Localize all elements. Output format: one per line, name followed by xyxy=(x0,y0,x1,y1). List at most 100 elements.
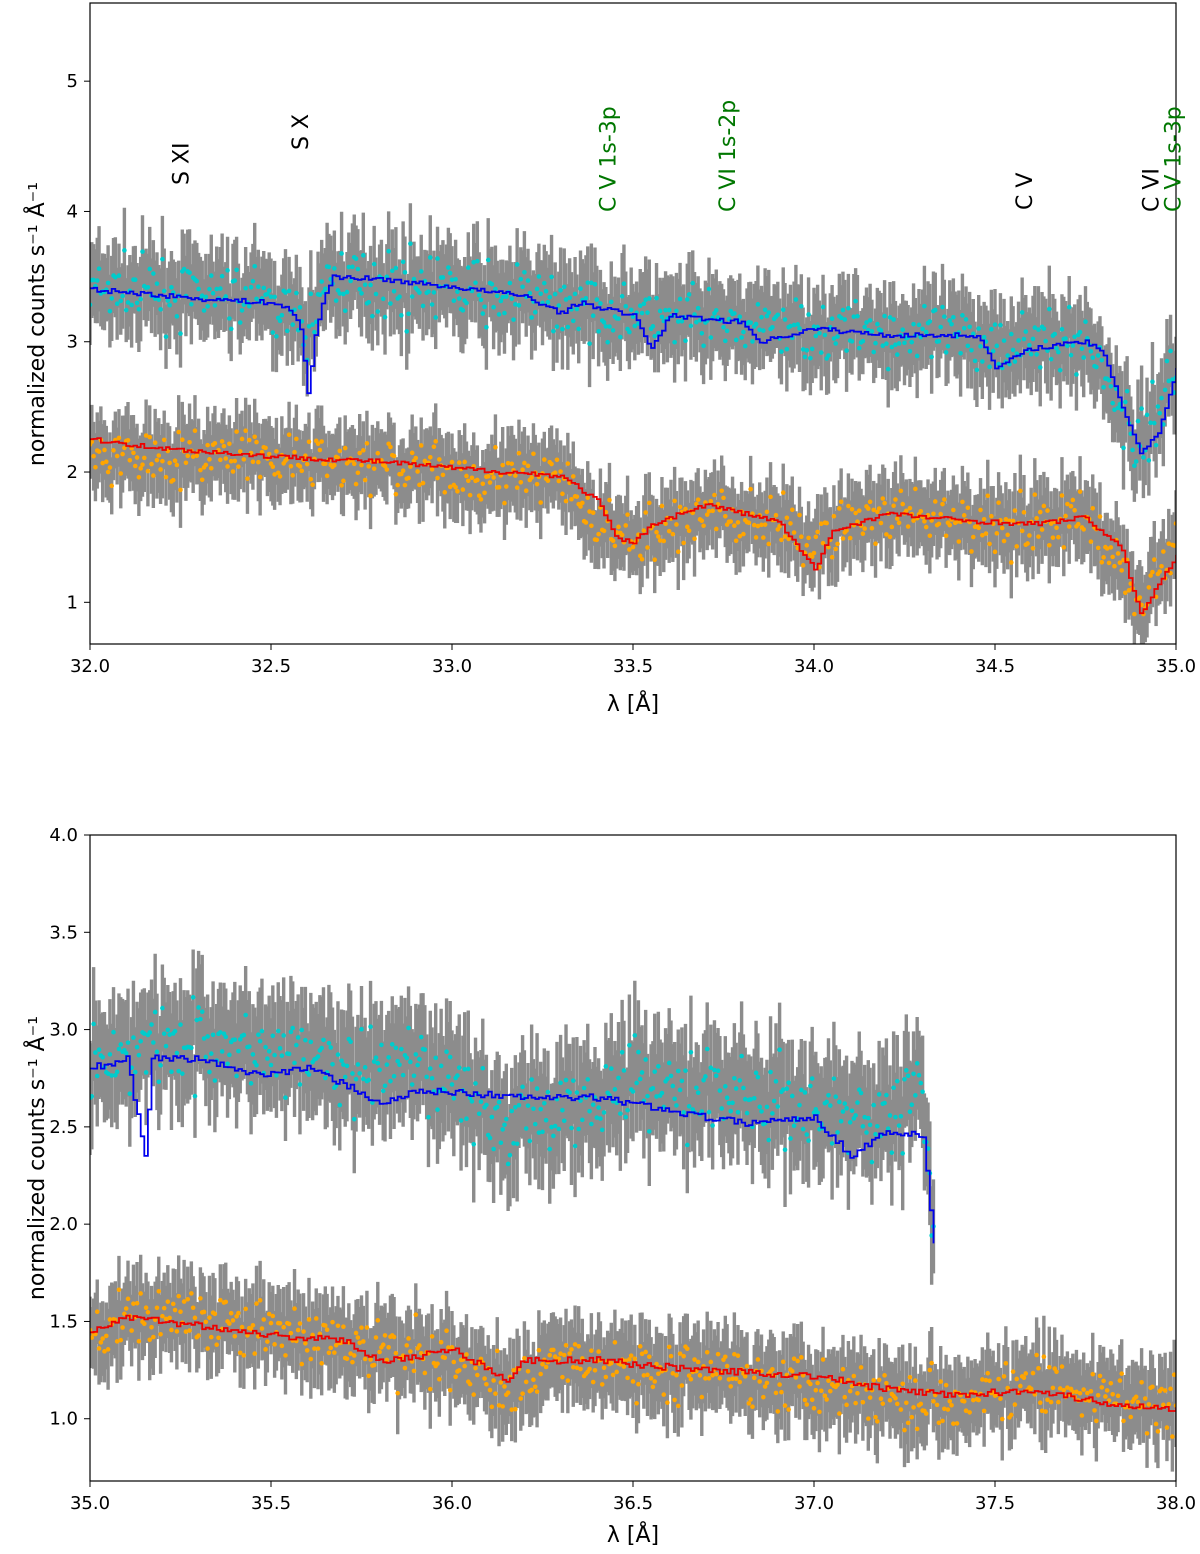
data-point xyxy=(415,469,420,474)
data-point xyxy=(552,291,558,297)
data-point xyxy=(719,1106,724,1111)
data-point xyxy=(500,1404,505,1409)
data-point xyxy=(1166,541,1172,546)
data-point xyxy=(670,1083,676,1089)
data-point xyxy=(337,448,343,454)
data-point xyxy=(592,281,598,287)
data-point xyxy=(730,1376,735,1382)
data-point xyxy=(1171,543,1176,548)
data-point xyxy=(122,248,127,253)
data-point xyxy=(1045,1397,1050,1403)
data-point xyxy=(927,533,933,539)
data-point xyxy=(290,322,296,327)
data-point xyxy=(820,304,826,310)
data-point xyxy=(212,1078,218,1083)
data-point xyxy=(118,298,124,304)
data-point xyxy=(266,1049,272,1054)
data-point xyxy=(252,1351,258,1356)
data-point xyxy=(793,297,799,302)
data-point xyxy=(227,316,232,321)
data-point xyxy=(1010,518,1016,524)
data-point xyxy=(791,1356,797,1362)
data-point xyxy=(683,506,688,512)
data-point xyxy=(589,1121,594,1127)
data-point xyxy=(804,543,810,548)
data-point xyxy=(449,1345,455,1350)
data-point xyxy=(505,460,511,466)
data-point xyxy=(632,1356,638,1362)
data-point xyxy=(429,302,435,307)
data-point xyxy=(324,1327,330,1333)
y-tick-label: 3 xyxy=(67,332,78,353)
data-point xyxy=(125,300,131,305)
data-point xyxy=(1151,557,1157,562)
data-point xyxy=(283,1095,288,1100)
data-point xyxy=(190,1305,196,1311)
data-point xyxy=(532,1121,538,1127)
data-point xyxy=(178,331,183,336)
data-point xyxy=(889,524,895,530)
data-point xyxy=(471,1142,477,1147)
data-point xyxy=(427,1386,433,1392)
data-point xyxy=(362,1356,368,1362)
data-point xyxy=(447,484,453,490)
plot-clip-group xyxy=(90,949,1176,1472)
data-point xyxy=(109,1073,115,1078)
data-point xyxy=(507,280,513,286)
data-point xyxy=(518,479,524,485)
data-point xyxy=(391,1334,397,1340)
data-point xyxy=(1130,447,1135,453)
data-point xyxy=(1012,359,1018,364)
data-point xyxy=(205,1034,210,1039)
data-point xyxy=(759,522,764,528)
data-point xyxy=(453,277,458,282)
data-point xyxy=(484,324,489,330)
data-point xyxy=(328,1345,334,1351)
data-point xyxy=(361,1076,366,1082)
data-point xyxy=(395,1058,401,1064)
data-point xyxy=(869,329,875,334)
data-point xyxy=(598,301,603,306)
data-point xyxy=(180,437,185,443)
data-point xyxy=(1025,541,1030,546)
data-point xyxy=(513,473,518,478)
data-point xyxy=(855,1390,860,1396)
data-point xyxy=(453,484,458,490)
data-point xyxy=(114,301,120,307)
data-point xyxy=(493,286,498,292)
data-point xyxy=(297,1082,303,1087)
data-point xyxy=(572,1143,578,1149)
data-point xyxy=(523,1379,529,1385)
data-point xyxy=(876,1377,882,1383)
data-point xyxy=(1014,1376,1020,1382)
data-point xyxy=(138,466,143,471)
data-point xyxy=(1081,355,1086,360)
data-point xyxy=(668,1353,674,1359)
data-point xyxy=(473,1081,478,1086)
data-point xyxy=(1048,521,1054,526)
data-point xyxy=(489,1114,495,1120)
data-point xyxy=(1128,1414,1134,1420)
data-point xyxy=(1052,331,1058,337)
data-point xyxy=(1095,1392,1101,1398)
data-point xyxy=(824,1099,829,1105)
data-point xyxy=(478,1099,484,1105)
data-point xyxy=(467,1381,473,1387)
data-point xyxy=(326,1040,332,1046)
data-point xyxy=(174,314,180,319)
data-point xyxy=(733,1376,739,1382)
data-point xyxy=(142,1321,147,1327)
data-point xyxy=(228,326,234,332)
data-point xyxy=(482,490,487,496)
data-point xyxy=(449,459,455,465)
data-point xyxy=(116,435,122,441)
data-point xyxy=(799,303,804,309)
data-point xyxy=(762,307,768,313)
data-point xyxy=(567,1090,572,1095)
data-point xyxy=(735,520,741,525)
data-point xyxy=(154,1049,160,1055)
data-point xyxy=(361,253,366,258)
data-point xyxy=(284,328,290,334)
data-point xyxy=(536,1347,542,1353)
data-point xyxy=(522,270,527,275)
